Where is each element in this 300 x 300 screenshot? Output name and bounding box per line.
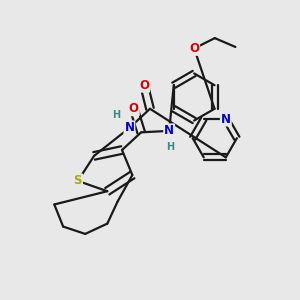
Text: O: O: [129, 102, 139, 115]
Text: O: O: [139, 79, 149, 92]
Text: N: N: [164, 124, 174, 137]
Text: H: H: [112, 110, 120, 120]
Text: O: O: [189, 42, 199, 55]
Text: N: N: [221, 112, 231, 126]
Text: N: N: [124, 122, 134, 134]
Text: H: H: [167, 142, 175, 152]
Text: S: S: [74, 174, 82, 188]
